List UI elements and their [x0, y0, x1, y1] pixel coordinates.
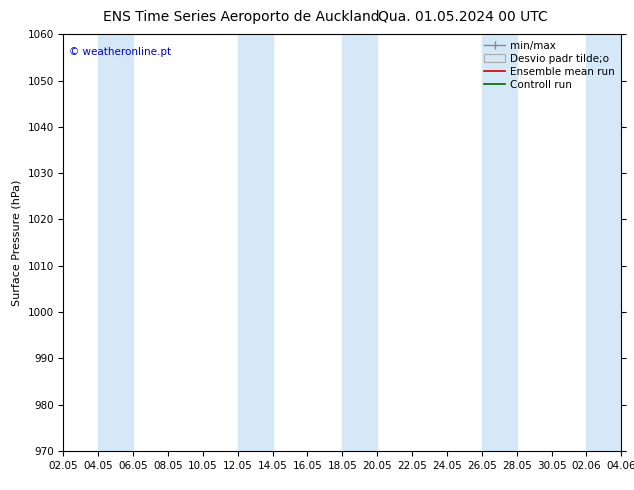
Bar [238, 34, 273, 451]
Text: ENS Time Series Aeroporto de Auckland: ENS Time Series Aeroporto de Auckland [103, 10, 379, 24]
Text: Qua. 01.05.2024 00 UTC: Qua. 01.05.2024 00 UTC [378, 10, 548, 24]
Bar [98, 34, 133, 451]
Text: © weatheronline.pt: © weatheronline.pt [69, 47, 171, 57]
Y-axis label: Surface Pressure (hPa): Surface Pressure (hPa) [12, 179, 22, 306]
Legend: min/max, Desvio padr tilde;o, Ensemble mean run, Controll run: min/max, Desvio padr tilde;o, Ensemble m… [480, 36, 619, 94]
Bar [586, 34, 621, 451]
Bar [482, 34, 517, 451]
Bar [342, 34, 377, 451]
